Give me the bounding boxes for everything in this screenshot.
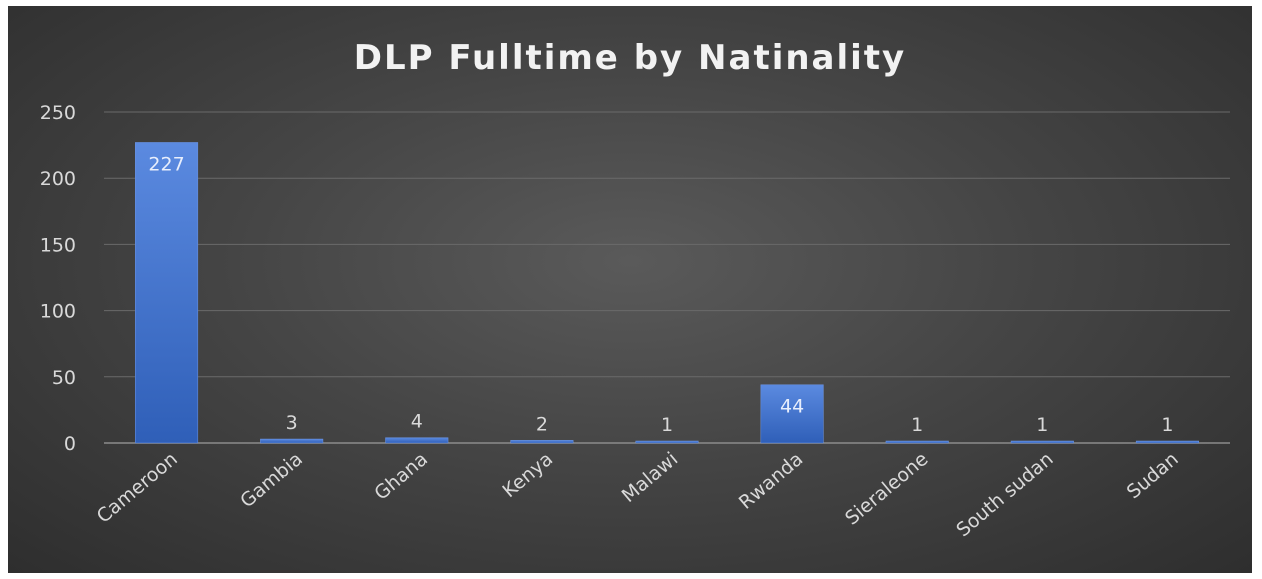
x-tick-label: Malawi (618, 448, 683, 507)
x-tick-label: Gambia (236, 448, 307, 512)
bar-south-sudan (1010, 440, 1074, 444)
data-label: 1 (911, 414, 923, 436)
y-tick-label: 0 (64, 433, 76, 455)
data-label: 227 (148, 153, 184, 175)
bar-kenya (510, 440, 574, 444)
x-tick-label: Rwanda (735, 448, 807, 514)
bar-rwanda (760, 384, 824, 444)
y-tick-label: 250 (40, 102, 76, 124)
data-label: 3 (286, 412, 298, 434)
bar-cameroon (135, 142, 199, 444)
data-label: 44 (780, 396, 804, 418)
y-tick-label: 150 (40, 234, 76, 256)
bar-sudan (1135, 440, 1199, 444)
x-tick-label: Sieraleone (841, 448, 932, 530)
chart-title: DLP Fulltime by Natinality (354, 38, 906, 78)
y-tick-label: 100 (40, 301, 76, 323)
bar-gambia (260, 438, 324, 444)
bar-ghana (385, 437, 449, 444)
data-label: 2 (536, 413, 548, 435)
x-tick-label: South sudan (952, 448, 1057, 541)
x-tick-label: Kenya (498, 448, 557, 502)
y-tick-label: 50 (52, 367, 76, 389)
bar-malawi (635, 440, 699, 444)
bar-sieraleone (885, 440, 949, 444)
data-label: 1 (1036, 414, 1048, 436)
x-tick-label: Sudan (1123, 448, 1183, 503)
x-tick-label: Ghana (370, 448, 432, 505)
y-tick-label: 200 (40, 168, 76, 190)
data-label: 1 (661, 414, 673, 436)
chart-area: DLP Fulltime by Natinality 227 3 4 2 1 44 1 1 1 … (8, 6, 1252, 573)
x-tick-label: Cameroon (93, 448, 182, 528)
data-label: 4 (411, 411, 423, 433)
data-label: 1 (1161, 414, 1173, 436)
